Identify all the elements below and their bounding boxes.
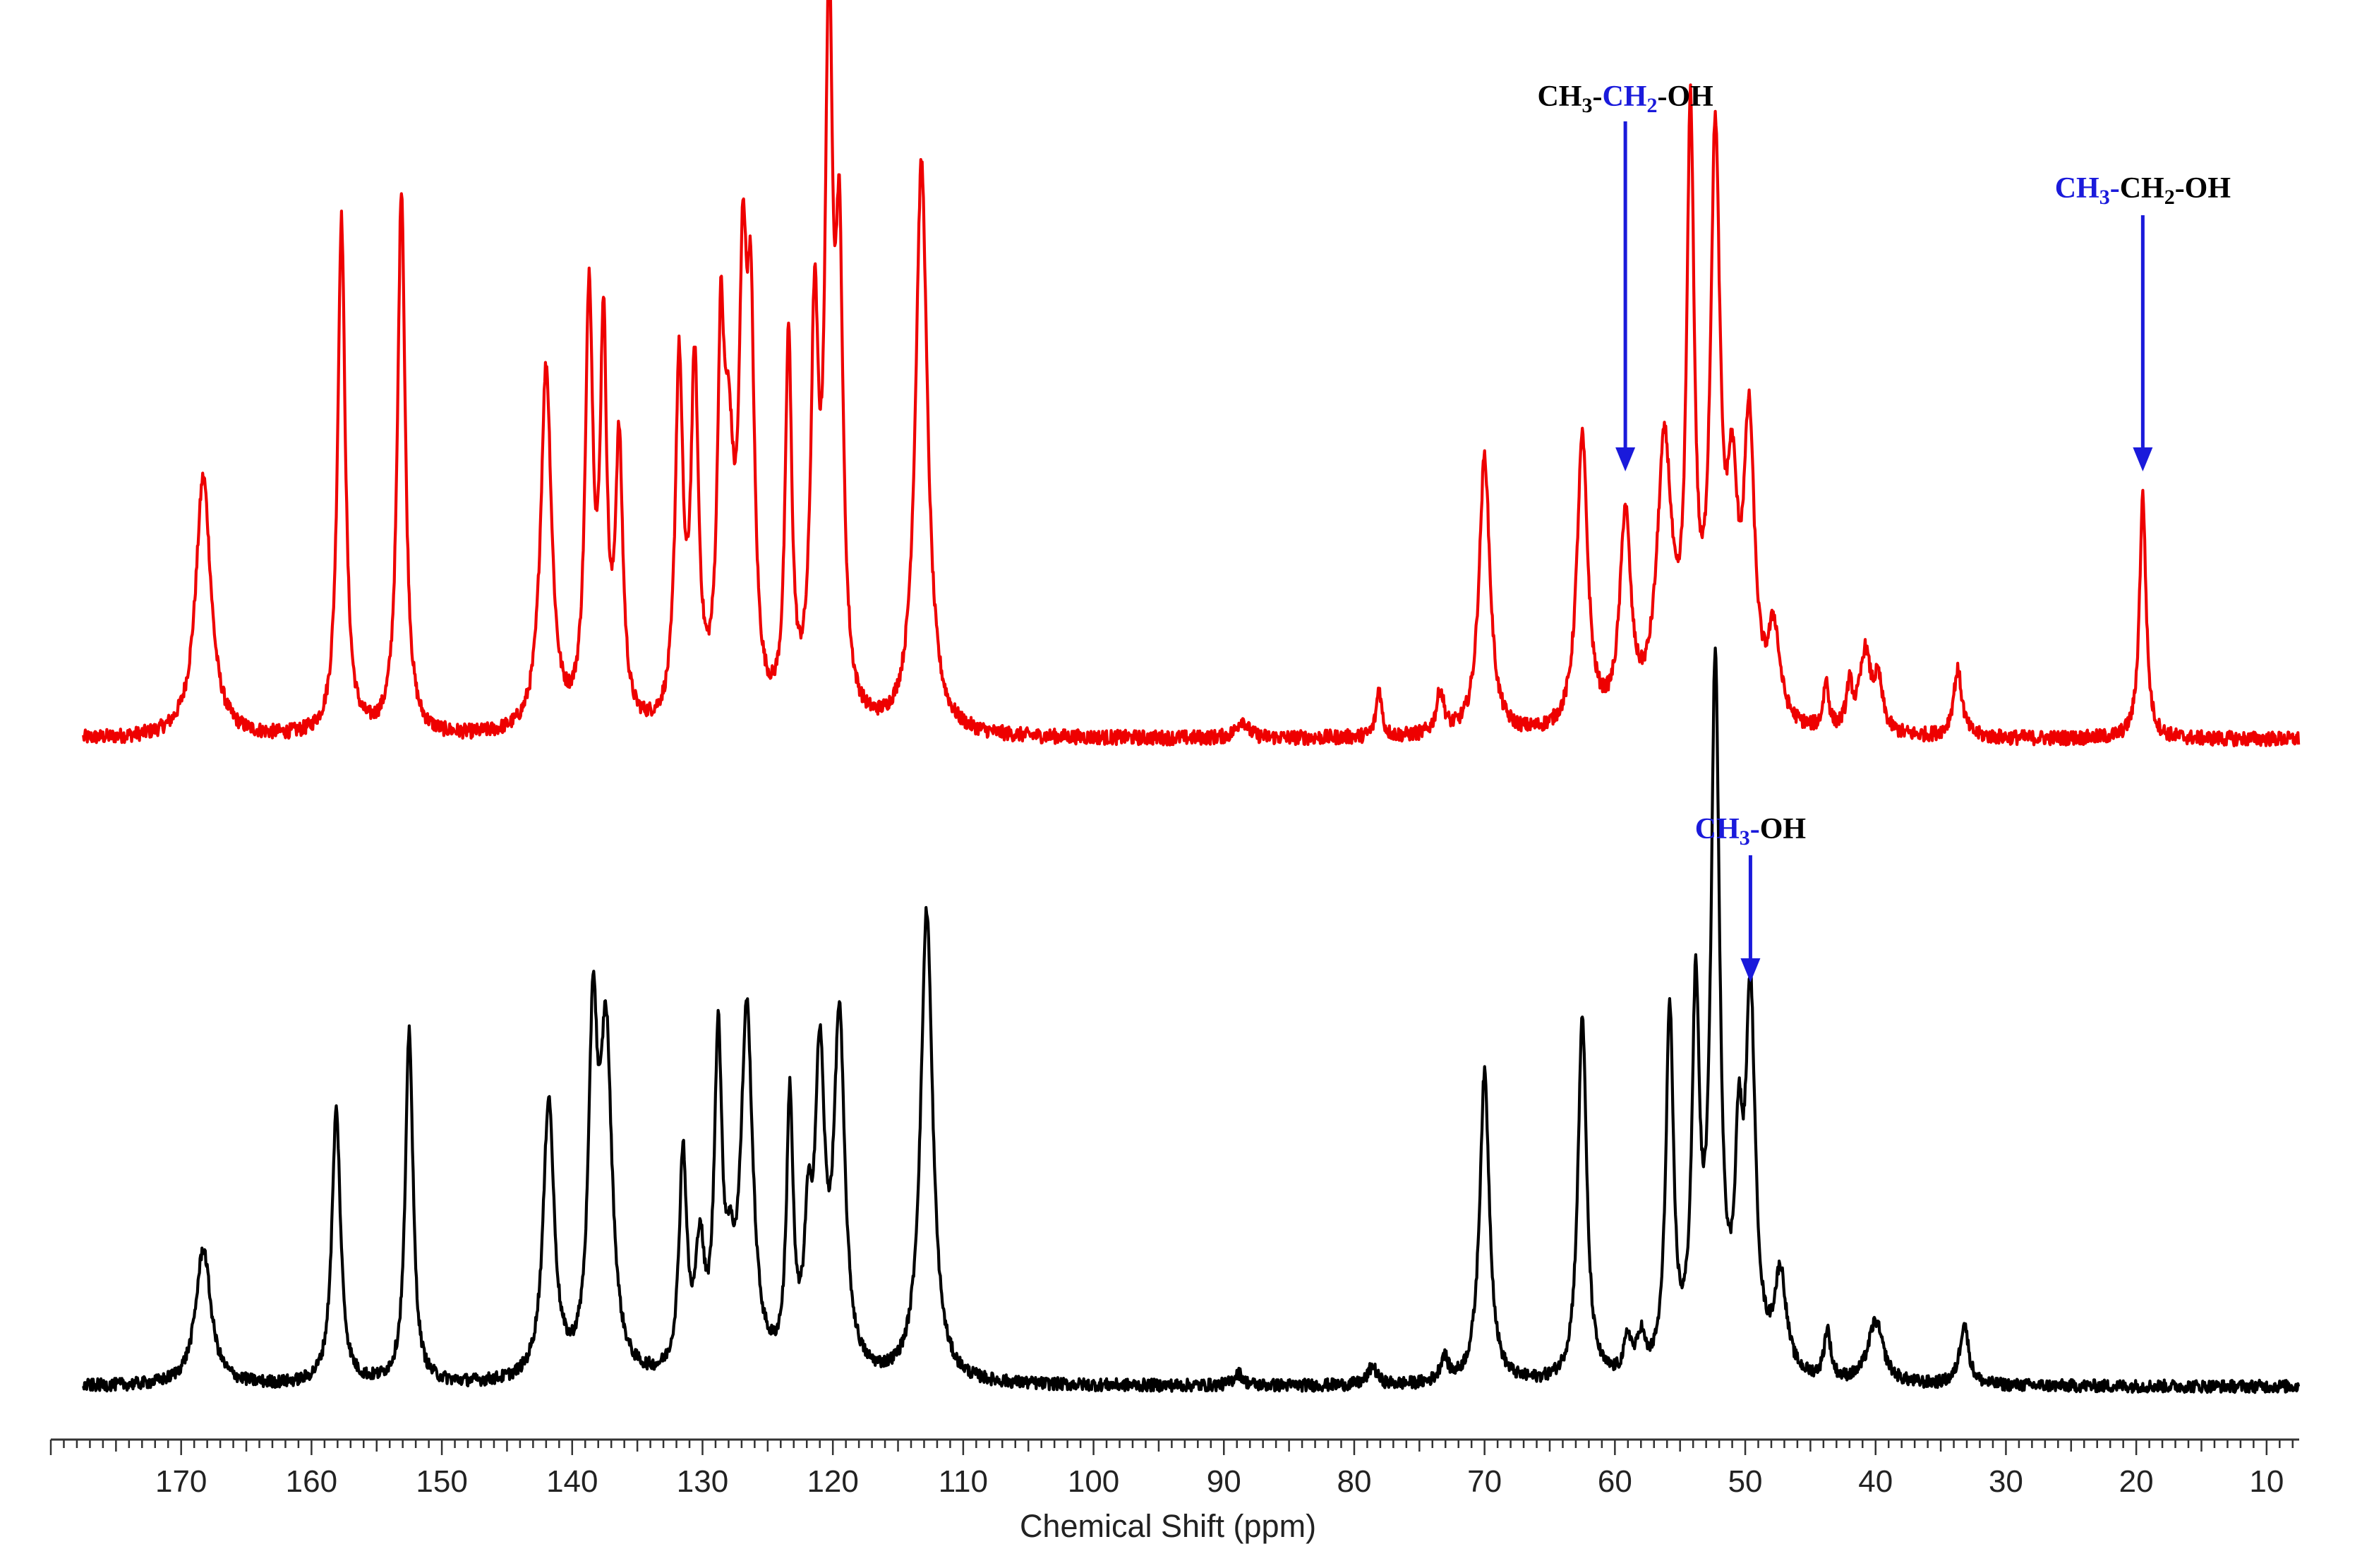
x-tick-label: 40 bbox=[1858, 1464, 1893, 1499]
x-axis: 170 160 150 140 130 120 110 100 90 80 70 60 50 40 30 20… bbox=[49, 1438, 2299, 1499]
x-tick-label: 70 bbox=[1467, 1464, 1502, 1499]
x-tick-label: 20 bbox=[2119, 1464, 2154, 1499]
x-tick-label: 130 bbox=[677, 1464, 728, 1499]
x-tick-label: 50 bbox=[1728, 1464, 1763, 1499]
annotation-3: CH3-OH bbox=[1695, 813, 1806, 982]
x-tick-label: 170 bbox=[155, 1464, 207, 1499]
x-tick-label: 150 bbox=[416, 1464, 467, 1499]
spectra-layer bbox=[82, 0, 2301, 1394]
x-tick-label: 140 bbox=[546, 1464, 598, 1499]
x-tick-label: 90 bbox=[1207, 1464, 1241, 1499]
spectrum-trace-2 bbox=[82, 646, 2301, 1394]
annotation-arrowhead-2 bbox=[2133, 447, 2153, 471]
annotation-label-2: CH3-CH2-OH bbox=[2055, 172, 2231, 209]
annotation-1: CH3-CH2-OH bbox=[1537, 80, 1713, 471]
x-tick-label: 110 bbox=[939, 1464, 988, 1499]
annotation-label-3: CH3-OH bbox=[1695, 813, 1806, 850]
annotation-arrowhead-3 bbox=[1740, 958, 1761, 982]
annotation-2: CH3-CH2-OH bbox=[2055, 172, 2231, 471]
annotation-layer: CH3-CH2-OH CH3-CH2-OH CH3-OH bbox=[1537, 80, 2231, 982]
x-tick-label: 30 bbox=[1989, 1464, 2023, 1499]
x-tick-label: 160 bbox=[286, 1464, 337, 1499]
x-tick-label: 60 bbox=[1598, 1464, 1632, 1499]
spectrum-trace-1 bbox=[82, 0, 2301, 747]
annotation-arrowhead-1 bbox=[1615, 447, 1636, 471]
x-axis-title: Chemical Shift (ppm) bbox=[1020, 1508, 1316, 1544]
x-tick-label: 10 bbox=[2249, 1464, 2284, 1499]
x-tick-label: 100 bbox=[1068, 1464, 1119, 1499]
x-tick-label: 120 bbox=[807, 1464, 858, 1499]
x-tick-label: 80 bbox=[1337, 1464, 1371, 1499]
annotation-label-1: CH3-CH2-OH bbox=[1537, 80, 1713, 117]
